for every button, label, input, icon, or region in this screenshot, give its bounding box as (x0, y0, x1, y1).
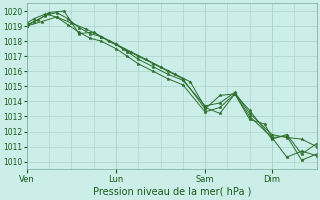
X-axis label: Pression niveau de la mer( hPa ): Pression niveau de la mer( hPa ) (92, 187, 251, 197)
